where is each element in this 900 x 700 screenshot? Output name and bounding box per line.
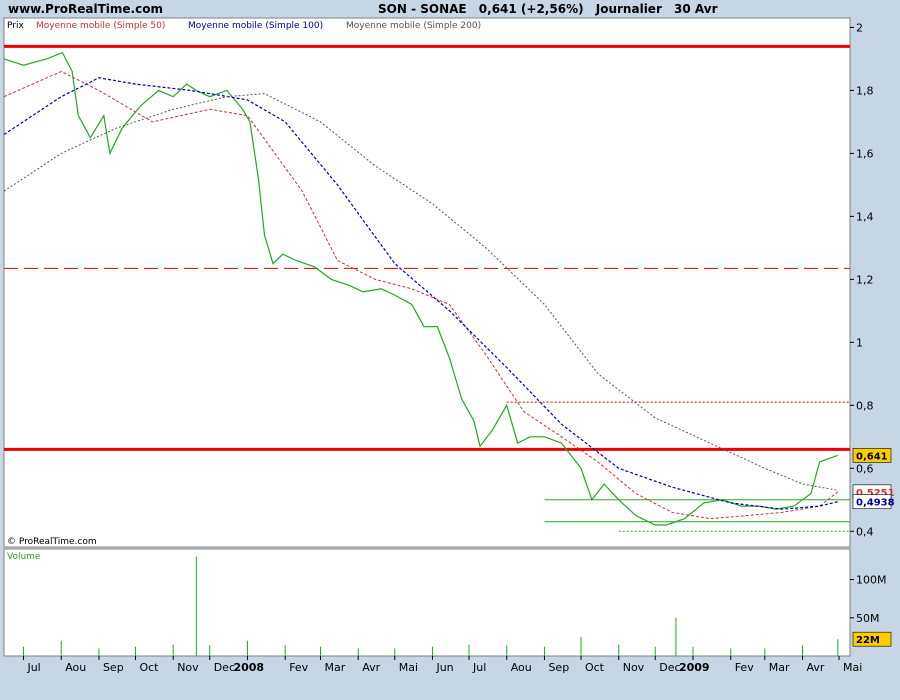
time-tick-label: Jul (472, 661, 486, 674)
time-tick-label: 2008 (233, 661, 264, 674)
symbol-label: SON - SONAE (378, 2, 467, 16)
time-tick-label: Dec (214, 661, 235, 674)
time-tick-label: Fev (289, 661, 308, 674)
volume-tick-label: 50M (856, 612, 880, 625)
time-tick-label: Sep (548, 661, 569, 674)
site-url[interactable]: www.ProRealTime.com (8, 2, 163, 16)
time-tick-label: Mar (769, 661, 790, 674)
ma100-series-line[interactable] (3, 77, 838, 510)
price-tick-label: 2 (856, 21, 863, 34)
legend-price: Prix (7, 21, 24, 31)
copyright-label: © ProRealTime.com (7, 537, 97, 547)
ma200-series-line[interactable] (3, 93, 838, 491)
time-tick-label: Avr (807, 661, 825, 674)
value-tag-box (852, 631, 892, 647)
time-tick-label: Oct (139, 661, 159, 674)
chart-headline: SON - SONAE 0,641 (+2,56%) Journalier 30… (378, 2, 726, 16)
time-tick-label: Nov (623, 661, 645, 674)
price-tick-label: 1,4 (856, 210, 874, 223)
value-tag-box (852, 448, 892, 463)
period-label: Journalier (595, 2, 662, 16)
legend-ma100: Moyenne mobile (Simple 100) (188, 21, 323, 31)
time-tick-label: Dec (659, 661, 680, 674)
volume-tick-label: 100M (856, 574, 887, 587)
time-tick-label: Nov (177, 661, 199, 674)
price-panel[interactable] (3, 17, 851, 548)
date-label: 30 Avr (674, 2, 718, 16)
value-tag-label: 0,641 (856, 451, 888, 462)
time-tick-label: Mar (324, 661, 345, 674)
time-tick-label: Fev (735, 661, 754, 674)
price-tick-label: 0,4 (856, 525, 874, 538)
time-tick-label: Aou (511, 661, 532, 674)
time-tick-label: Aou (65, 661, 86, 674)
time-tick-label: Avr (362, 661, 380, 674)
value-tag-box (852, 494, 892, 510)
time-tick-label: Sep (103, 661, 124, 674)
legend-ma200: Moyenne mobile (Simple 200) (346, 21, 481, 31)
value-tag-label: 0,5251 (856, 488, 895, 499)
top-bar: www.ProRealTime.com SON - SONAE 0,641 (+… (0, 0, 900, 18)
legend-ma50: Moyenne mobile (Simple 50) (36, 21, 165, 31)
time-tick-label: Oct (585, 661, 605, 674)
time-tick-label: Mai (399, 661, 418, 674)
time-tick-label: Mai (843, 661, 862, 674)
price-tick-label: 1,6 (856, 147, 874, 160)
volume-label: Volume (7, 552, 41, 562)
value-tag-label: 0,4938 (856, 498, 895, 509)
price-series-line[interactable] (3, 51, 838, 526)
price-tick-label: 0,8 (856, 399, 874, 412)
volume-panel[interactable] (3, 548, 851, 657)
price-tick-label: 1,2 (856, 273, 874, 286)
price-tick-label: 1,8 (856, 84, 874, 97)
time-tick-label: Jul (26, 661, 40, 674)
last-price: 0,641 (+2,56%) (478, 2, 584, 16)
price-tick-label: 0,6 (856, 462, 874, 475)
time-tick-label: 2009 (679, 661, 710, 674)
price-tick-label: 1 (856, 336, 863, 349)
value-tag-label: 22M (856, 635, 880, 646)
time-tick-label: Jun (435, 661, 453, 674)
